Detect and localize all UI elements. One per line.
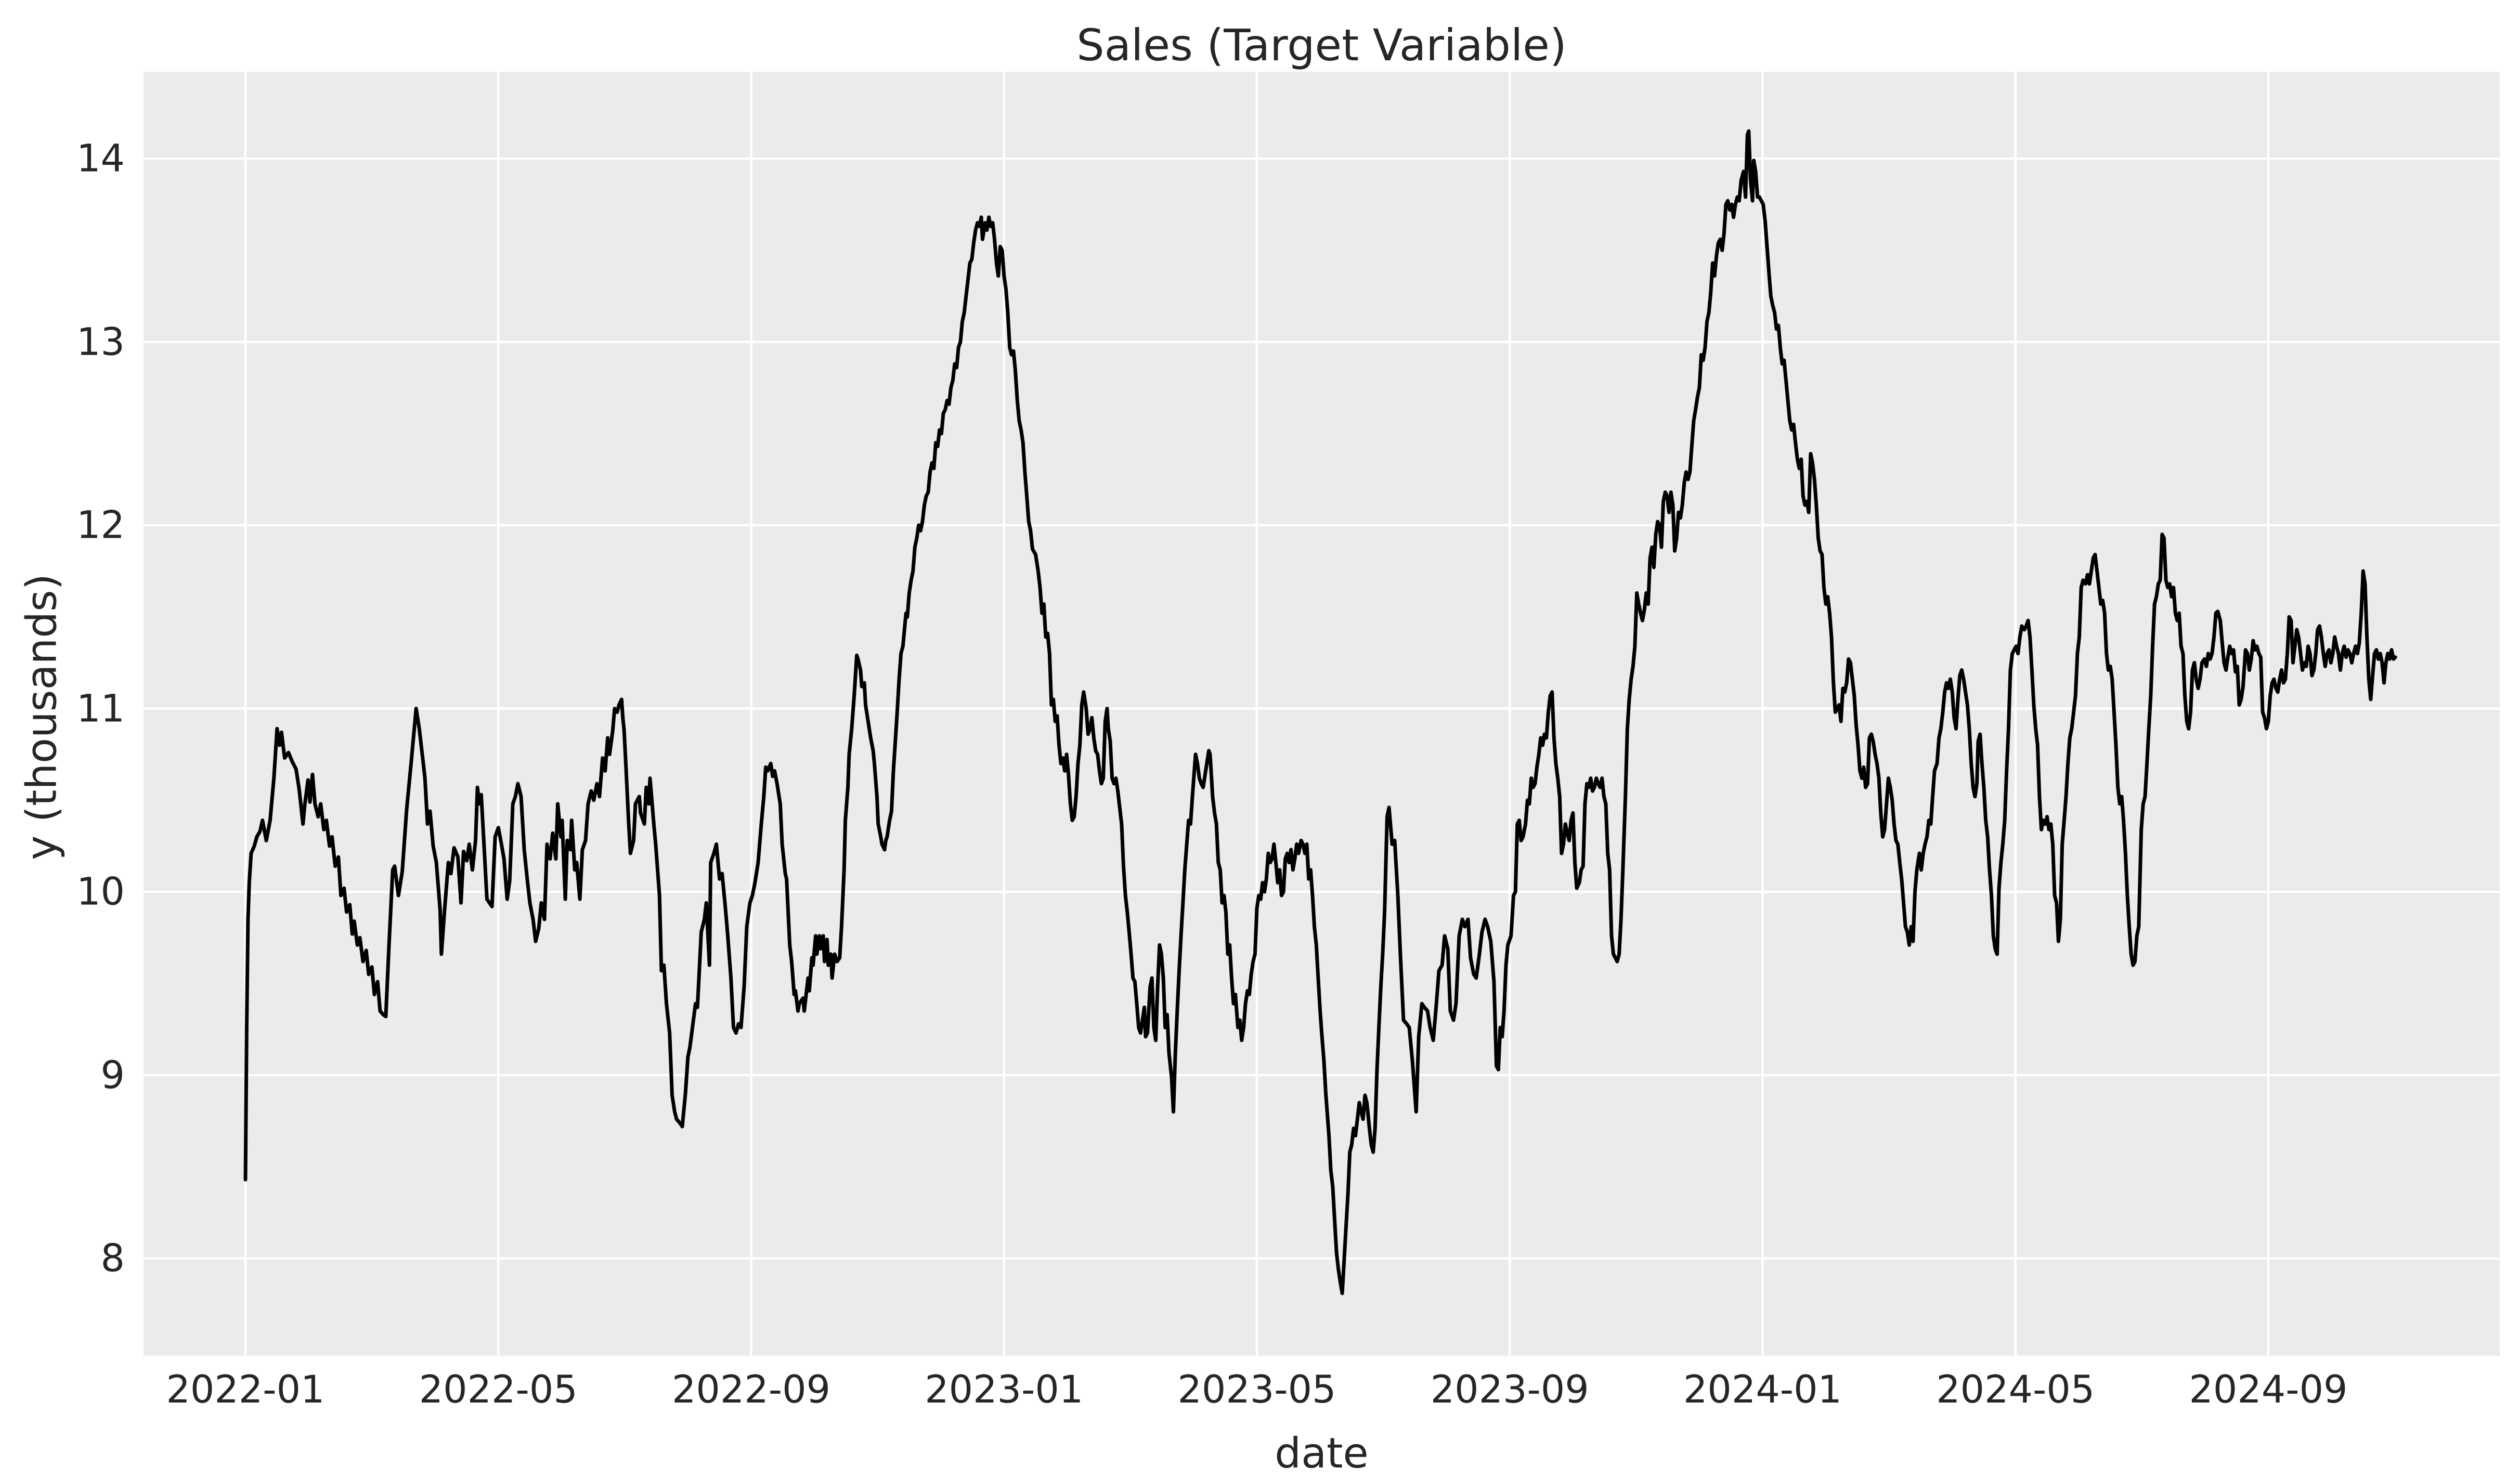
x-tick-label: 2024-05: [1936, 1368, 2095, 1412]
x-tick-label: 2022-05: [419, 1368, 578, 1412]
y-tick-label: 9: [100, 1053, 125, 1097]
y-tick-label: 12: [76, 503, 125, 548]
chart-title: Sales (Target Variable): [1076, 20, 1567, 71]
y-tick-label: 10: [76, 869, 125, 914]
x-tick-label: 2022-01: [166, 1368, 325, 1412]
x-tick-label: 2024-01: [1683, 1368, 1842, 1412]
plot-background: [144, 72, 2500, 1356]
y-tick-label: 14: [76, 136, 125, 181]
y-axis-label: y (thousands): [17, 574, 66, 860]
sales-line-chart: [144, 72, 2500, 1356]
y-tick-label: 8: [100, 1236, 125, 1281]
plot-area: [144, 72, 2500, 1356]
x-tick-label: 2024-09: [2189, 1368, 2348, 1412]
y-tick-label: 13: [76, 320, 125, 364]
sales-series-line: [243, 129, 2397, 1295]
x-tick-label: 2023-09: [1430, 1368, 1589, 1412]
x-axis-label: date: [1275, 1429, 1369, 1477]
y-tick-label: 11: [76, 686, 125, 731]
x-tick-label: 2022-09: [671, 1368, 830, 1412]
x-tick-label: 2023-01: [925, 1368, 1084, 1412]
x-tick-label: 2023-05: [1177, 1368, 1336, 1412]
